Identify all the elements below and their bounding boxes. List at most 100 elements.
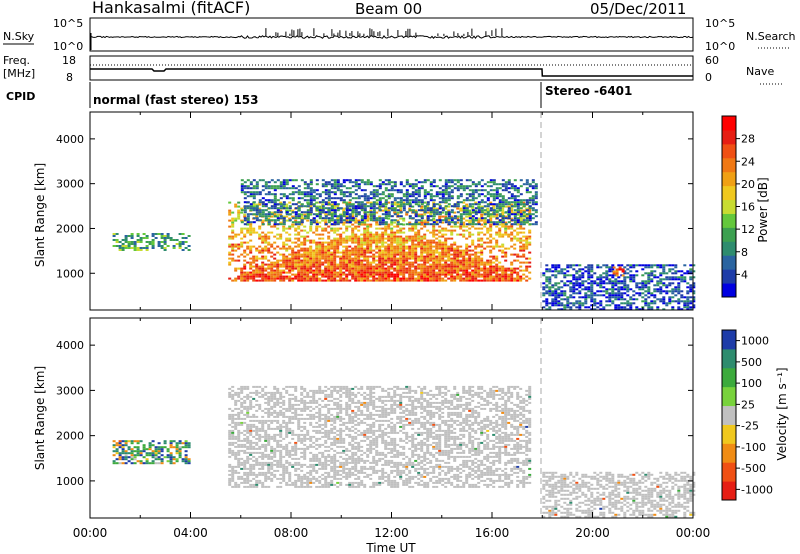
range-cell	[258, 257, 262, 260]
range-cell	[315, 215, 319, 218]
range-cell	[330, 239, 334, 242]
range-cell	[426, 275, 430, 278]
range-cell	[426, 215, 430, 218]
range-cell	[614, 282, 618, 285]
range-cell	[390, 185, 394, 188]
range-cell	[366, 211, 370, 214]
range-cell	[231, 247, 235, 250]
range-cell	[348, 259, 352, 262]
range-cell	[139, 241, 143, 243]
range-cell	[432, 199, 436, 202]
range-cell	[468, 213, 472, 216]
range-cell	[519, 269, 523, 272]
range-cell	[294, 263, 298, 266]
range-cell	[396, 253, 400, 256]
range-cell	[477, 251, 481, 254]
nsearch-label: N.Search	[746, 30, 796, 43]
range-cell	[336, 219, 340, 222]
colorbar-tick-label: 28	[741, 133, 755, 146]
range-cell	[267, 223, 271, 226]
range-cell	[384, 205, 388, 208]
range-cell	[306, 279, 310, 282]
range-cell	[602, 280, 606, 283]
range-cell	[456, 263, 460, 266]
range-cell	[393, 219, 397, 222]
range-cell	[456, 179, 460, 182]
range-cell	[444, 267, 448, 270]
range-cell	[339, 235, 343, 238]
range-cell	[279, 197, 283, 200]
range-cell	[477, 255, 481, 258]
range-cell	[474, 257, 478, 260]
range-cell	[378, 277, 382, 280]
range-cell	[387, 239, 391, 242]
range-cell	[554, 268, 558, 271]
range-cell	[363, 263, 367, 266]
range-cell	[504, 277, 508, 280]
range-cell	[402, 237, 406, 240]
range-cell	[399, 271, 403, 274]
range-cell	[674, 286, 678, 289]
range-cell	[510, 223, 514, 226]
range-cell	[495, 271, 499, 274]
range-cell	[465, 185, 469, 188]
range-cell	[471, 181, 475, 184]
range-cell	[450, 273, 454, 276]
range-cell	[429, 279, 433, 282]
range-cell	[324, 219, 328, 222]
range-cell	[249, 227, 253, 230]
range-cell	[243, 429, 247, 432]
range-cell	[626, 284, 630, 287]
range-cell	[124, 241, 128, 243]
range-cell	[438, 269, 442, 272]
range-cell	[246, 279, 250, 282]
range-cell	[294, 265, 298, 268]
range-cell	[474, 217, 478, 220]
range-cell	[665, 272, 669, 275]
range-cell	[423, 225, 427, 228]
range-cell	[246, 423, 250, 426]
range-cell	[136, 239, 140, 241]
range-cell	[246, 461, 250, 464]
range-cell	[303, 215, 307, 218]
range-cell	[498, 273, 502, 276]
range-cell	[321, 227, 325, 230]
range-cell	[438, 217, 442, 220]
range-cell	[405, 245, 409, 248]
range-cell	[495, 205, 499, 208]
range-cell	[240, 271, 244, 274]
range-cell	[276, 269, 280, 272]
range-cell	[237, 483, 241, 486]
range-cell	[318, 261, 322, 264]
range-cell	[309, 199, 313, 202]
range-cell	[495, 239, 499, 242]
range-cell	[291, 249, 295, 252]
range-cell	[336, 239, 340, 242]
range-cell	[234, 465, 238, 468]
range-cell	[444, 229, 448, 232]
range-cell	[468, 205, 472, 208]
range-cell	[432, 213, 436, 216]
range-cell	[480, 245, 484, 248]
range-cell	[237, 217, 241, 220]
range-cell	[441, 209, 445, 212]
range-cell	[683, 302, 687, 305]
range-cell	[528, 271, 532, 274]
range-cell	[420, 223, 424, 226]
range-cell	[420, 267, 424, 270]
range-cell	[258, 267, 262, 270]
range-cell	[330, 277, 334, 280]
range-cell	[516, 217, 520, 220]
range-cell	[121, 444, 125, 447]
range-cell	[330, 273, 334, 276]
range-cell	[459, 183, 463, 186]
range-cell	[112, 245, 116, 247]
range-cell	[267, 215, 271, 218]
range-cell	[551, 292, 555, 295]
range-cell	[612, 270, 616, 273]
range-cell	[501, 279, 505, 282]
range-cell	[306, 183, 310, 186]
range-cell	[118, 444, 122, 447]
range-cell	[336, 215, 340, 218]
range-cell	[516, 253, 520, 256]
